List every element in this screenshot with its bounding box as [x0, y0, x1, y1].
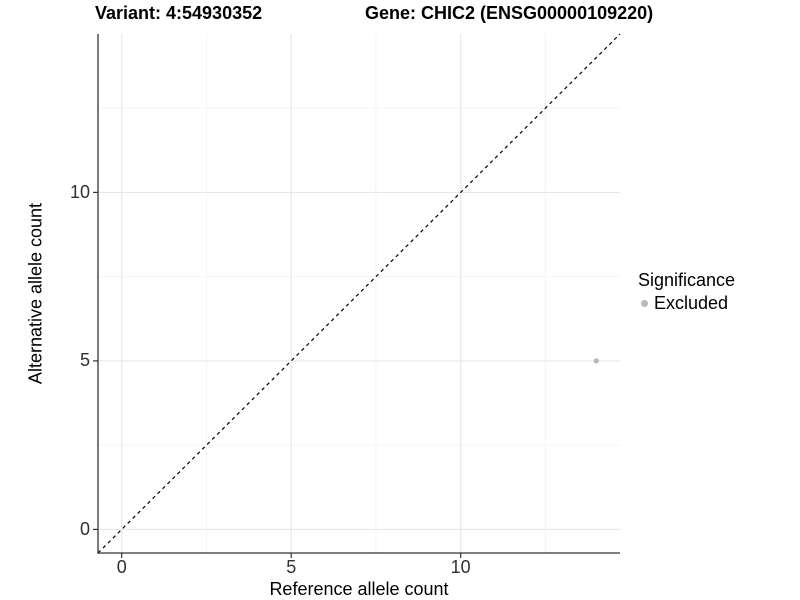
- data-point: [593, 358, 599, 364]
- y-tick-label: 5: [79, 350, 90, 371]
- x-axis-title: Reference allele count: [269, 579, 449, 599]
- legend-title: Significance: [638, 270, 736, 290]
- plot-title-gene: Gene: CHIC2 (ENSG00000109220): [365, 3, 654, 23]
- legend-entry-label: Excluded: [654, 293, 729, 313]
- y-tick-label: 10: [69, 181, 90, 202]
- y-tick-label: 0: [79, 518, 90, 539]
- legend-point-swatch: [641, 300, 648, 307]
- legend: Significance Excluded: [638, 270, 735, 314]
- x-tick-label: 5: [286, 557, 297, 577]
- x-tick-label: 10: [450, 557, 471, 577]
- y-axis-title: Alternative allele count: [25, 202, 46, 385]
- identity-line: [97, 33, 621, 554]
- plot-title-variant: Variant: 4:54930352: [95, 3, 263, 23]
- x-tick-label: 0: [116, 557, 127, 577]
- legend-entry: Excluded: [641, 293, 735, 314]
